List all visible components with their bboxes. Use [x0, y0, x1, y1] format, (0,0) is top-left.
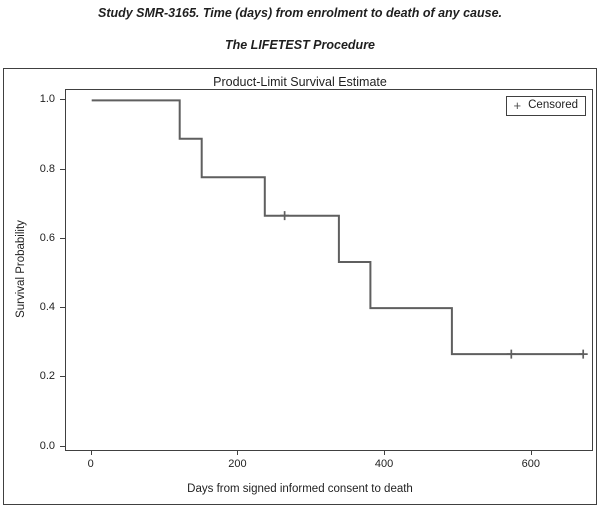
x-axis-tick: [530, 450, 532, 455]
procedure-title: The LIFETEST Procedure: [224, 38, 376, 52]
x-tick-label: 0: [87, 458, 94, 470]
plot-area: + Censored: [65, 89, 593, 451]
censor-mark-icon: [280, 211, 290, 221]
x-tick-label: 600: [521, 458, 541, 470]
censor-mark-icon: [506, 349, 516, 359]
y-axis-tick: [60, 376, 65, 378]
censored-legend: + Censored: [505, 96, 586, 116]
y-tick-label: 0.8: [39, 162, 55, 175]
study-title: Study SMR-3165. Time (days) from enrolme…: [97, 6, 503, 20]
y-tick-label: 1.0: [39, 93, 55, 106]
y-axis-tick: [60, 445, 65, 447]
censored-legend-label: Censored: [528, 99, 578, 111]
y-axis-tick: [60, 99, 65, 101]
y-axis-tick: [60, 237, 65, 239]
y-axis-tick: [60, 307, 65, 309]
x-axis-label: Days from signed informed consent to dea…: [187, 483, 413, 495]
x-axis-tick: [384, 450, 386, 455]
y-tick-label: 0.6: [39, 231, 55, 244]
y-tick-label: 0.2: [39, 370, 55, 383]
censor-plus-icon: +: [513, 98, 522, 113]
y-axis-tick: [60, 168, 65, 170]
graph-outer-border: Product-Limit Survival Estimate Survival…: [3, 68, 597, 505]
censor-mark-icon: [578, 349, 588, 359]
x-tick-label: 400: [374, 458, 394, 470]
survival-step-curve: [91, 99, 584, 356]
x-axis-tick: [237, 450, 239, 455]
x-axis-tick: [90, 450, 92, 455]
y-tick-label: 0.4: [39, 301, 55, 314]
survival-curve-svg: [91, 99, 588, 359]
plot-title: Product-Limit Survival Estimate: [213, 75, 387, 89]
x-tick-label: 200: [228, 458, 247, 470]
y-tick-label: 0.0: [39, 439, 55, 452]
